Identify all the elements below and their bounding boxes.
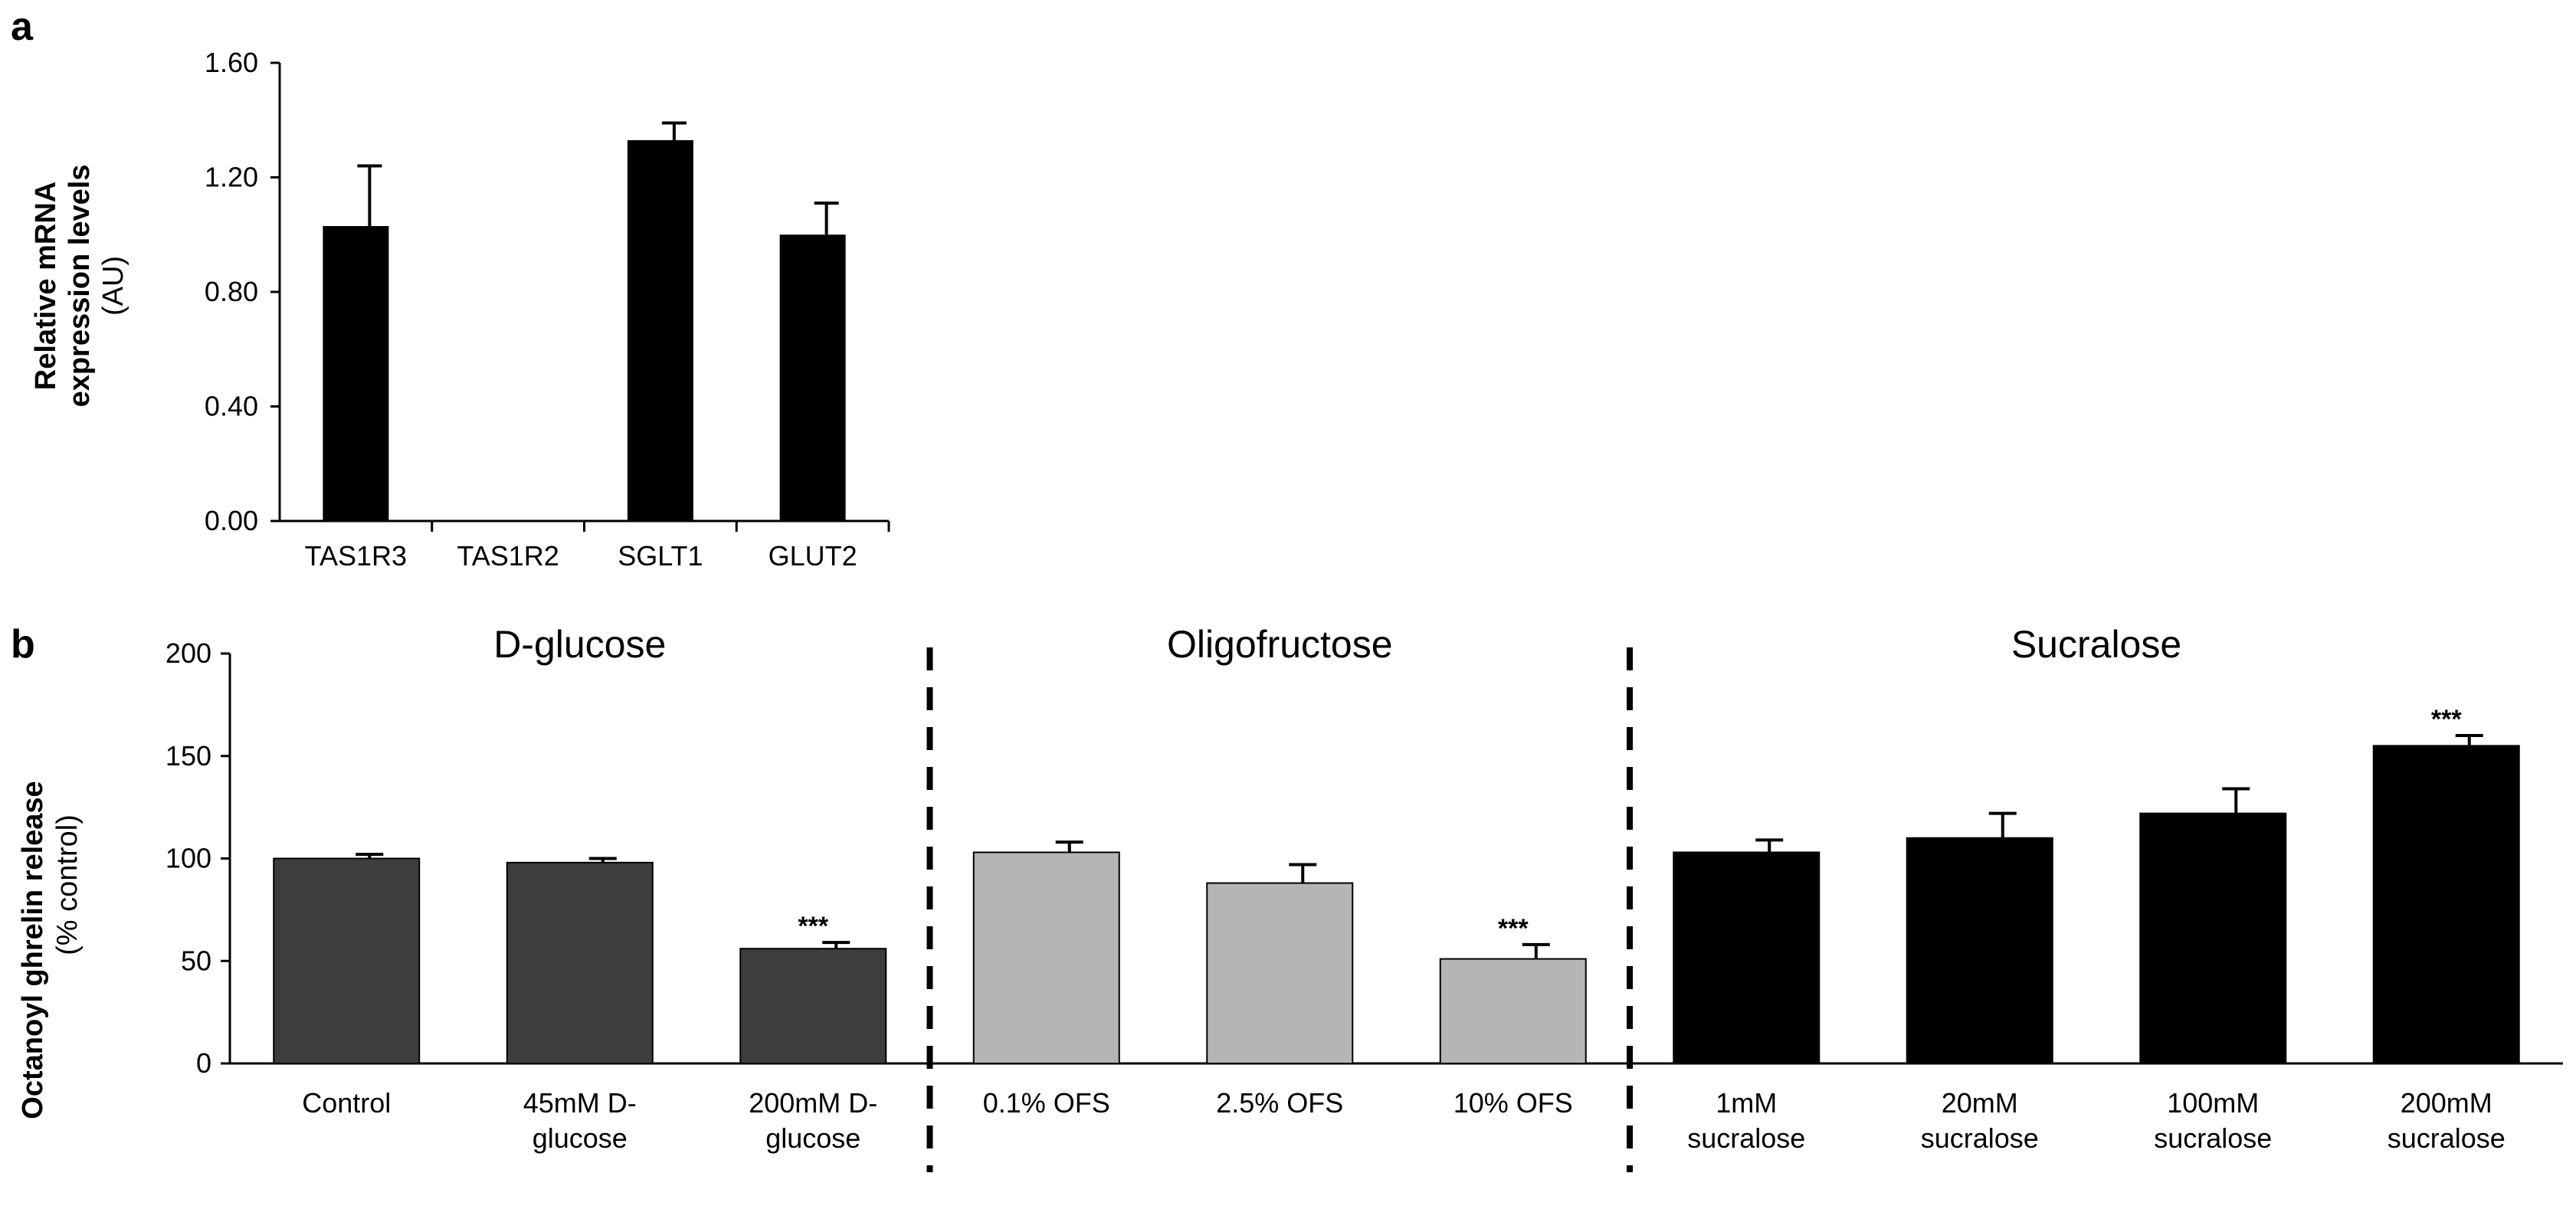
panel-b-category-label-line: 100mM [2167,1087,2259,1119]
panel-b-significance-marker: *** [2431,705,2462,734]
panel-b-y-tick-label: 200 [166,637,211,669]
panel-b-y-tick-label: 0 [196,1047,211,1079]
panel-b-category-label-line: 10% OFS [1454,1087,1573,1119]
panel-b-label: b [11,622,35,667]
panel-b-category-label: 10% OFS [1454,1087,1573,1119]
panel-b-category-label-line: sucralose [2388,1122,2506,1154]
panel-b-category-label-line: 20mM [1942,1087,2018,1119]
panel-b-category-label-line: 45mM D- [523,1087,637,1119]
panel-b-category-label: 2.5% OFS [1216,1087,1343,1119]
panel-b-bar [1206,882,1354,1064]
panel-a-category-label: TAS1R2 [457,540,559,572]
panel-b-bar [1439,958,1587,1064]
panel-b-group-oligofructose: Oligofructose 0.1% OFS 2.5% OFS *** 10% OFS [926,623,1587,1172]
panel-b-group-title: Sucralose [2011,623,2181,666]
panel-b-category-label-line: 2.5% OFS [1216,1087,1343,1119]
panel-b-bar [1673,851,1821,1064]
panel-b-category-label: 100mM sucralose [2154,1087,2272,1154]
panel-b-category-label: 200mM D-glucose [749,1087,877,1154]
panel-b-category-label: 200mM sucralose [2388,1087,2506,1154]
panel-a-y-tick-label: 1.20 [205,162,258,193]
panel-b-bar [1906,837,2053,1064]
panel-a-label: a [11,5,34,49]
panel-a-bar [323,226,389,521]
panel-b-group-title: Oligofructose [1167,623,1393,666]
panel-b-bar [2139,812,2287,1065]
panel-a-y-tick-label: 1.60 [205,47,258,78]
panel-b-y-tick-label: 150 [166,740,211,772]
panel-a-y-axis-label: Relative mRNAexpression levels (AU) [30,165,129,408]
panel-b-category-label-line: glucose [765,1122,860,1154]
panel-a-y-axis-title: Relative mRNAexpression levels [30,165,96,408]
panel-a-y-tick-label: 0.00 [205,505,258,536]
panel-a-chart: a Relative mRNAexpression levels (AU) 0.0… [11,5,890,572]
panel-b-significance-marker: *** [798,912,828,941]
panel-b-group-title: D-glucose [493,623,666,666]
panel-b-significance-marker: *** [1498,914,1529,943]
panel-b-group-d-glucose: D-glucose Control 45mM D-glucose *** 200mM D… [273,623,887,1154]
panel-b-category-label: 1mM sucralose [1687,1087,1805,1154]
panel-a-y-axis-title-line: expression levels [64,165,96,408]
panel-b-category-label-line: sucralose [2154,1122,2272,1154]
panel-b-category-label: Control [302,1087,391,1119]
panel-a-bar [779,234,846,521]
panel-b-category-label: 0.1% OFS [983,1087,1110,1119]
panel-a-category-label: GLUT2 [769,540,857,572]
panel-b-y-axis-label: Octanoyl ghrelin release (% control) [17,781,84,1119]
panel-b-bar [506,861,654,1064]
panel-b-bar [972,851,1120,1064]
panel-b-category-label: 20mM sucralose [1921,1087,2039,1154]
panel-a-y-axis-subtitle: (AU) [97,256,129,316]
panel-b-category-label-line: sucralose [1687,1122,1805,1154]
panel-b-y-axis-title: Octanoyl ghrelin release [17,781,49,1119]
panel-a-category-label: TAS1R3 [305,540,407,572]
panel-b-bar [273,857,421,1064]
panel-b-groups: D-glucose Control 45mM D-glucose *** 200mM D… [273,623,2520,1172]
panel-a-bars [323,121,846,521]
panel-b-bar [2372,745,2520,1064]
panel-a-y-axis-title-line: Relative mRNA [30,182,62,390]
panel-b-category-label-line: Control [302,1087,391,1119]
panel-b-y-tick-label: 100 [166,843,211,874]
panel-a-y-tick-label: 0.40 [205,391,258,422]
panel-b-category-label-line: 200mM [2401,1087,2492,1119]
panel-b-chart: b Octanoyl ghrelin release (% control) 0 5… [11,622,2563,1172]
panel-b-y-tick-label: 50 [181,945,211,976]
panel-b-y-axis-subtitle: (% control) [51,814,84,955]
panel-a-bar [627,139,693,521]
panel-b-category-label-line: sucralose [1921,1122,2039,1154]
panel-a-category-labels: TAS1R3 TAS1R2 SGLT1 GLUT2 [305,540,857,572]
panel-b-category-label-line: 200mM D- [749,1087,877,1119]
panel-a-category-label: SGLT1 [618,540,703,572]
panel-b-category-label-line: 0.1% OFS [983,1087,1110,1119]
panel-a-axes: 0.00 0.40 0.80 1.20 1.60 [205,47,890,536]
panel-b-category-label-line: 1mM [1716,1087,1777,1119]
panel-a-y-tick-label: 0.80 [205,276,258,307]
panel-b-category-label-line: glucose [533,1122,628,1154]
panel-b-bar [739,948,887,1064]
panel-b-category-label: 45mM D-glucose [523,1087,637,1154]
